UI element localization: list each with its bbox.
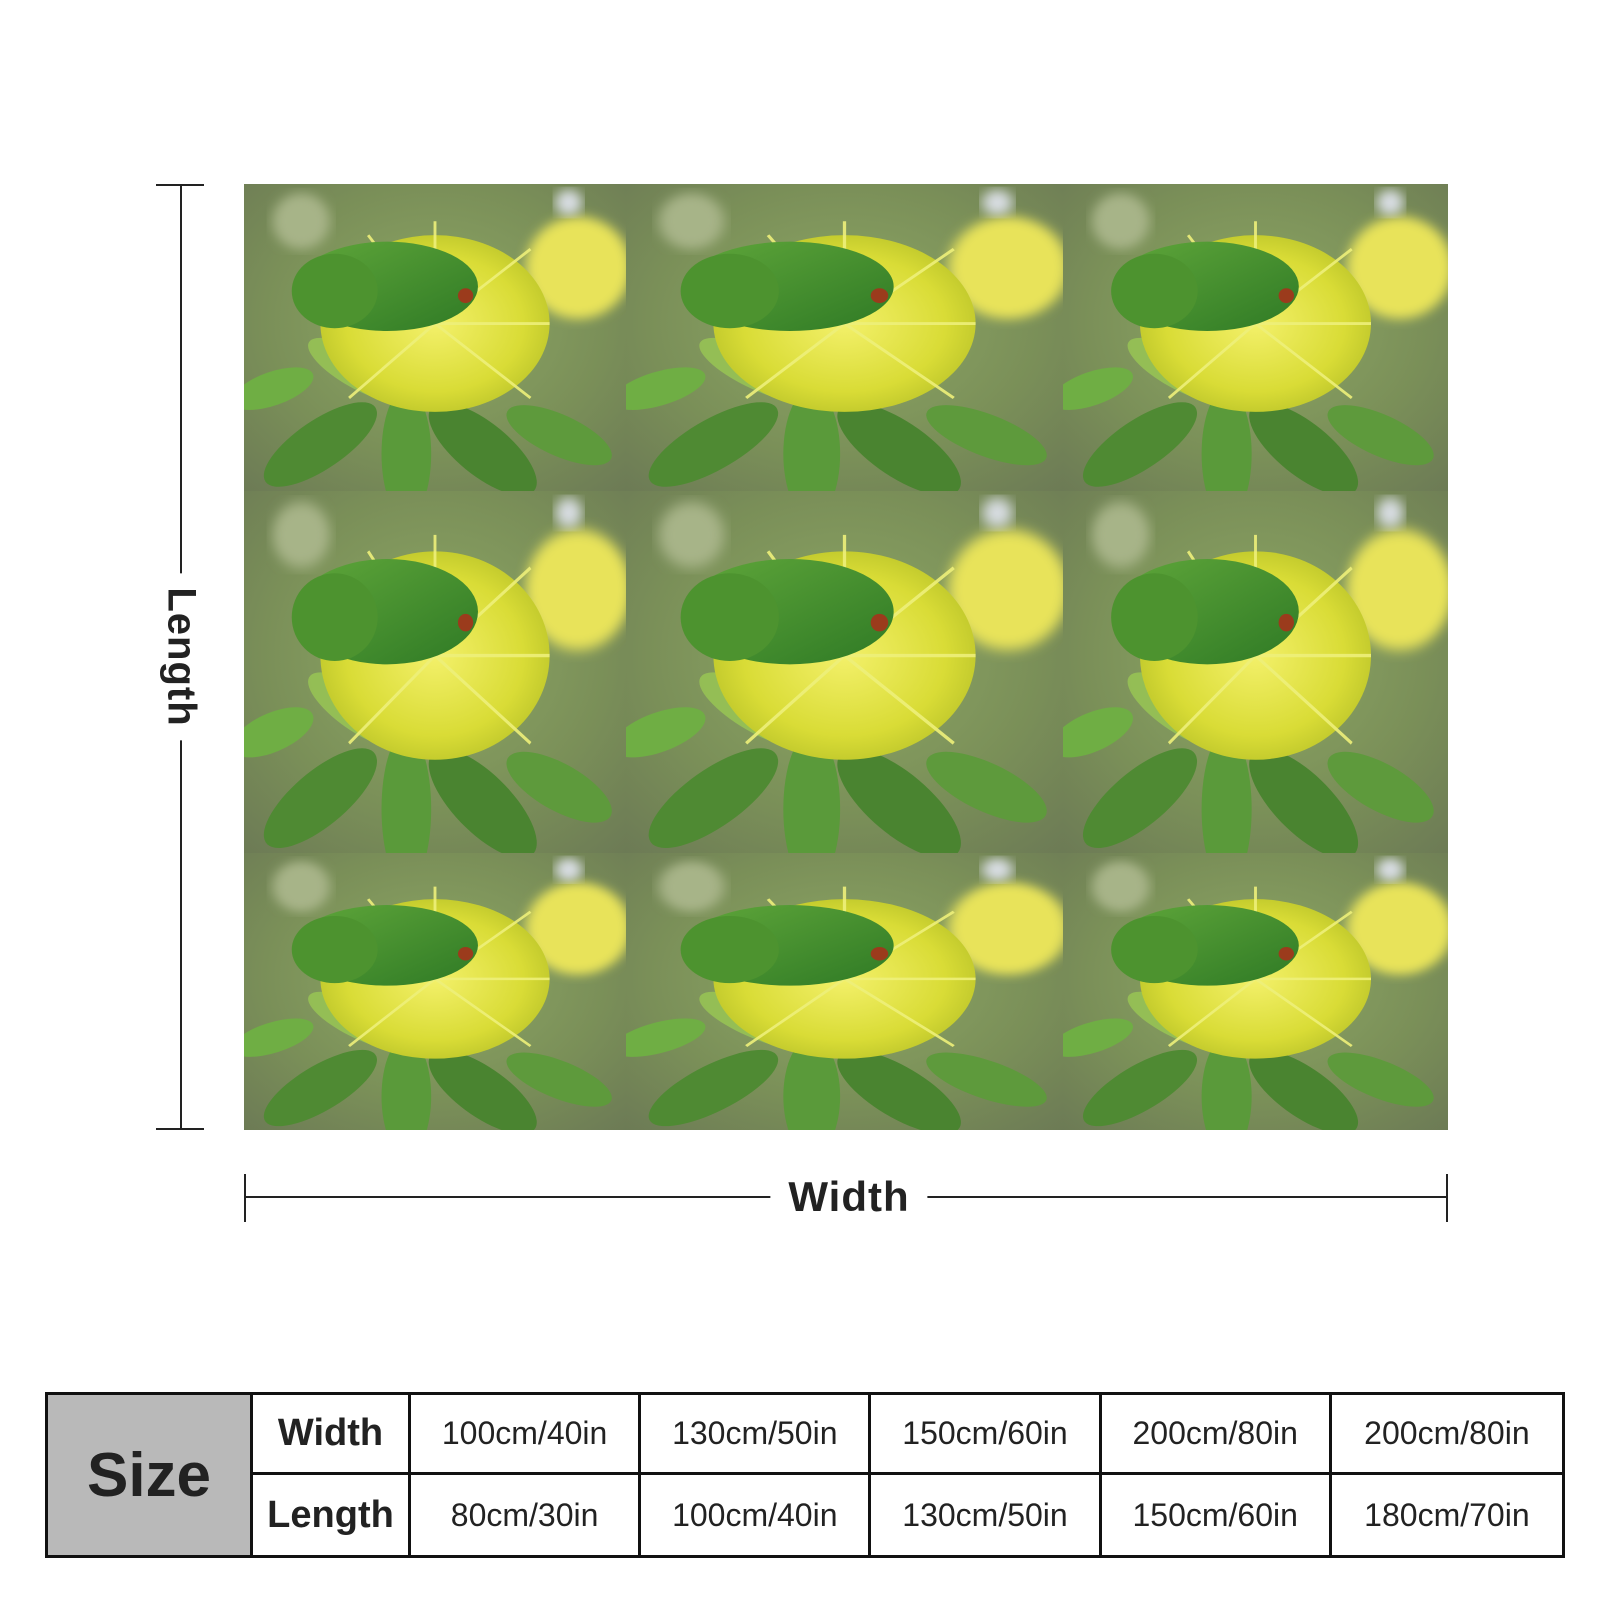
blanket-tile [626, 853, 1063, 1130]
width-cell: 200cm/80in [1331, 1395, 1562, 1475]
length-dimension-cap-top [156, 184, 204, 186]
length-cell: 100cm/40in [641, 1475, 872, 1555]
length-cell: 150cm/60in [1102, 1475, 1332, 1555]
blanket-image [244, 184, 1448, 1130]
length-dimension-cap-bottom [156, 1128, 204, 1130]
width-cell: 150cm/60in [871, 1395, 1102, 1475]
row-label-width: Width [253, 1395, 411, 1475]
width-cell: 130cm/50in [641, 1395, 872, 1475]
blanket-tile [1063, 853, 1448, 1130]
width-label: Width [770, 1173, 928, 1221]
length-cell: 180cm/70in [1364, 1496, 1530, 1533]
width-dimension-cap-left [244, 1174, 246, 1222]
size-table-grid: Width 100cm/40in 130cm/50in 150cm/60in 2… [253, 1395, 1562, 1555]
blanket-tile [1063, 491, 1448, 853]
width-dimension-cap-right [1446, 1174, 1448, 1222]
blanket-tile [626, 184, 1063, 491]
blanket-tile [626, 491, 1063, 853]
length-cell: 130cm/50in [871, 1475, 1102, 1555]
length-cell: 80cm/30in [411, 1475, 642, 1555]
row-label-length: Length [253, 1475, 411, 1555]
blanket-tile [244, 491, 626, 853]
size-table: Size Width 100cm/40in 130cm/50in 150cm/6… [45, 1392, 1565, 1558]
length-label: Length [158, 573, 204, 741]
blanket-tile [1063, 184, 1448, 491]
width-cell: 200cm/80in [1101, 1395, 1332, 1475]
width-cell: 100cm/40in [411, 1395, 642, 1475]
blanket-tile [244, 853, 626, 1130]
size-table-header: Size [48, 1395, 253, 1555]
blanket-tile [244, 184, 626, 491]
